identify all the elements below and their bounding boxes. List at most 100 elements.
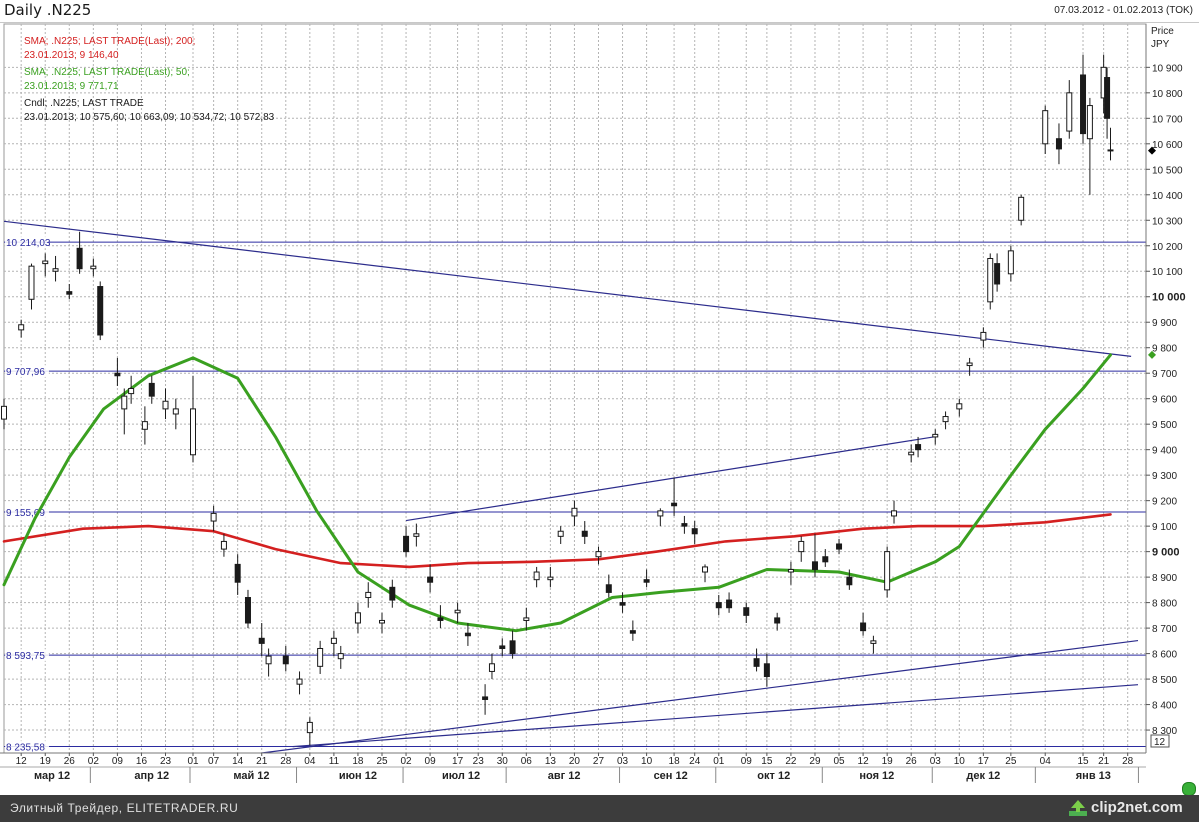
y-axis: Price JPY 8 300 8 400 8 500 8 600 8 700 8 800 8 … — [1145, 24, 1199, 793]
candle-body — [691, 528, 698, 535]
x-tick-label: 13 — [545, 756, 557, 767]
y-tick-label: 10 400 — [1152, 191, 1183, 202]
candle — [258, 623, 265, 657]
candle — [557, 526, 564, 544]
candle-body — [28, 265, 35, 300]
candle — [509, 630, 516, 659]
candle — [671, 477, 678, 516]
candle — [337, 645, 344, 669]
candle-body — [891, 510, 898, 517]
candle — [1042, 105, 1049, 154]
candle-body — [860, 622, 867, 632]
y-tick-label: 10 500 — [1152, 165, 1183, 176]
candle — [571, 500, 578, 527]
x-tick-label: 05 — [833, 756, 845, 767]
x-tick-label: 29 — [809, 756, 821, 767]
candle — [128, 375, 135, 404]
y-tick-label: 10 600 — [1152, 140, 1183, 151]
candle — [265, 648, 272, 677]
candle — [1007, 245, 1014, 282]
x-tick-label: 22 — [785, 756, 797, 767]
candle — [605, 574, 612, 598]
candle-body — [128, 388, 135, 395]
candle-body — [908, 451, 915, 456]
candle — [1018, 194, 1025, 226]
candle — [763, 653, 770, 687]
trendline — [261, 639, 1139, 754]
candle — [547, 566, 554, 588]
candle-body — [354, 612, 361, 624]
x-tick-label: 17 — [978, 756, 990, 767]
candle-body — [172, 408, 179, 415]
legend-value: 23.01.2013; 9 771,71 — [24, 81, 119, 92]
candle-body — [317, 647, 324, 667]
candle-body — [499, 645, 506, 649]
candle-body — [1007, 250, 1014, 275]
candle-body — [932, 433, 939, 438]
candle-body — [715, 602, 722, 609]
month-label: окт 12 — [757, 770, 790, 782]
title-bar: Daily .N225 07.03.2012 - 01.02.2013 (TOK… — [0, 0, 1199, 23]
candle — [884, 546, 891, 598]
candle-body — [403, 535, 410, 553]
y-tick-label: 9 300 — [1152, 471, 1177, 482]
x-tick-label: 04 — [1040, 756, 1052, 767]
x-tick-label: 10 — [641, 756, 653, 767]
candle-body — [753, 658, 760, 667]
candle-body — [220, 540, 227, 550]
y-tick-label: 9 500 — [1152, 420, 1177, 431]
candle-body — [1066, 92, 1073, 132]
candle-body — [437, 617, 444, 621]
x-tick-label: 14 — [232, 756, 244, 767]
candles — [1, 54, 1114, 746]
y-tick-label: 10 000 — [1152, 292, 1186, 304]
candle — [282, 645, 289, 672]
x-tick-label: 09 — [112, 756, 124, 767]
candle-body — [389, 586, 396, 601]
candle-body — [454, 609, 461, 614]
level-label: 10 214,03 — [6, 238, 51, 249]
candlestick-chart[interactable]: 10 214,03 9 707,96 9 155,69 8 593,75 8 235,5… — [0, 23, 1199, 795]
x-tick-label: 28 — [1122, 756, 1134, 767]
candle-body — [884, 551, 891, 591]
x-tick-label: 23 — [473, 756, 485, 767]
candle — [956, 398, 963, 417]
month-label: сен 12 — [654, 770, 688, 782]
candle-body — [605, 584, 612, 593]
candle — [980, 327, 987, 348]
date-range: 07.03.2012 - 01.02.2013 (TOK) — [1054, 5, 1193, 16]
candle-body — [1055, 138, 1062, 150]
legend-name: Cndl; .N225; LAST TRADE — [24, 98, 144, 109]
candle-body — [337, 653, 344, 660]
y-tick-label: 10 100 — [1152, 267, 1183, 278]
candle-body — [1042, 110, 1049, 145]
clip2net-logo[interactable]: clip2net.com — [1069, 798, 1187, 818]
candle-body — [427, 576, 434, 583]
candle — [114, 357, 121, 386]
x-tick-label: 18 — [669, 756, 681, 767]
candle-body — [413, 533, 420, 537]
x-tick-label: 09 — [425, 756, 437, 767]
y-tick-label: 10 800 — [1152, 89, 1183, 100]
candle-body — [557, 530, 564, 537]
candle — [987, 253, 994, 310]
scale-box-label: 12 — [1154, 737, 1166, 748]
candle — [330, 630, 337, 657]
candle-body — [258, 637, 265, 644]
x-tick-label: 26 — [906, 756, 918, 767]
candle — [482, 684, 489, 715]
candle-body — [774, 617, 781, 624]
candle-body — [980, 331, 987, 341]
x-tick-label: 12 — [858, 756, 870, 767]
candle-body — [296, 678, 303, 685]
candle — [317, 640, 324, 674]
candle — [942, 411, 949, 430]
candle — [454, 602, 461, 624]
candle — [908, 444, 915, 463]
candle — [172, 398, 179, 430]
trendline — [405, 436, 936, 522]
candle-body — [379, 619, 385, 624]
candle — [365, 582, 372, 608]
y-tick-label: 10 300 — [1152, 216, 1183, 227]
candle-body — [1080, 74, 1087, 135]
